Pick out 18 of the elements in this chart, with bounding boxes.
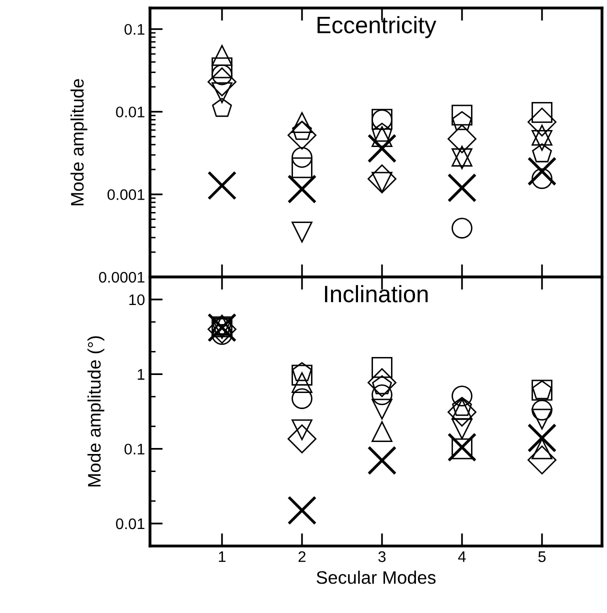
chart-title: Eccentricity: [318, 16, 436, 38]
y-tick-label: 0.1: [124, 444, 144, 455]
x-tick-label: 1: [218, 551, 226, 562]
y-axis-title: Mode amplitude (°): [87, 336, 104, 486]
chart-title: Inclination: [325, 285, 428, 302]
x-tick-label: 3: [378, 551, 386, 562]
x-tick-label: 5: [538, 551, 546, 562]
y-axis-title: Mode amplitude: [70, 79, 88, 206]
y-tick-label: 0.01: [116, 106, 144, 118]
x-axis-title: Secular Modes: [316, 570, 436, 584]
y-tick-label: 10: [129, 294, 145, 306]
y-tick-label: 0.001: [108, 189, 144, 200]
y-tick-label: 0.1: [124, 24, 144, 35]
x-tick-label: 2: [298, 551, 306, 562]
y-tick-label: 0.0001: [99, 272, 144, 283]
x-tick-label: 4: [458, 551, 466, 562]
y-tick-label: 0.01: [116, 518, 144, 530]
y-tick-label: 1: [138, 369, 144, 380]
